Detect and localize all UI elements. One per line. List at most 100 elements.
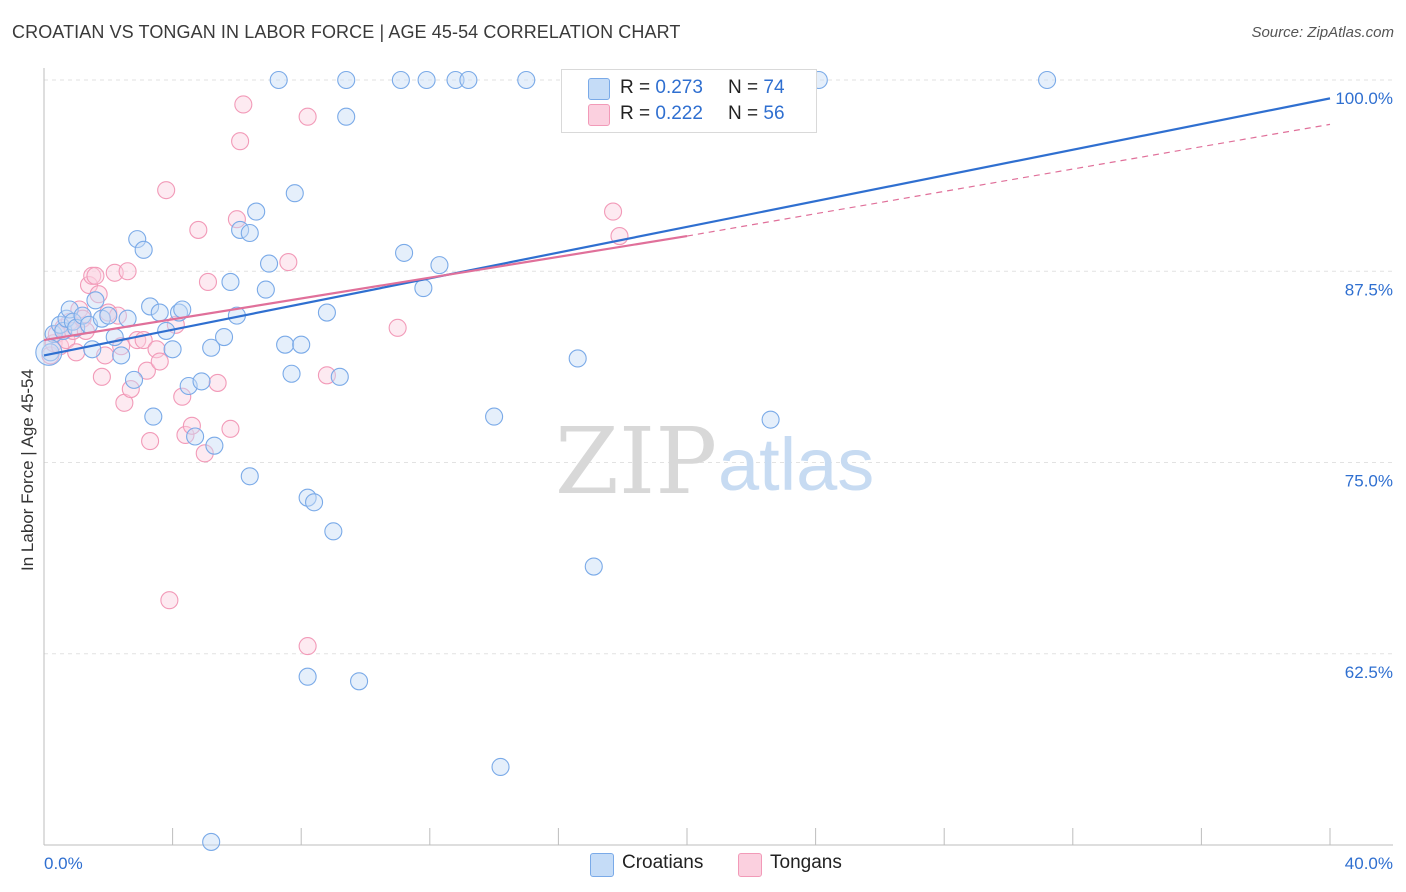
data-point: [256, 280, 275, 299]
data-point: [214, 327, 234, 347]
data-point: [584, 557, 603, 576]
croatians-legend-swatch: [590, 853, 614, 877]
data-point: [568, 349, 587, 368]
r-value: 0.273: [655, 77, 703, 98]
legend-r-tongans: R = 0.222: [620, 103, 703, 125]
tick-labels: 100.0% 87.5% 75.0% 62.5% 0.0% 40.0%: [44, 89, 1393, 873]
data-point: [86, 266, 105, 285]
watermark-atlas: atlas: [718, 423, 874, 506]
data-point: [192, 372, 211, 391]
n-value: 56: [763, 103, 785, 124]
data-point: [150, 303, 169, 322]
data-point: [176, 425, 195, 445]
data-point: [430, 256, 449, 275]
data-point: [221, 272, 240, 292]
data-point: [391, 70, 410, 90]
data-point: [305, 493, 324, 512]
r-label: R =: [620, 77, 656, 98]
data-point: [92, 367, 111, 386]
data-point: [247, 202, 266, 221]
data-point: [350, 672, 369, 691]
r-value: 0.222: [655, 103, 703, 124]
axes: [43, 68, 1393, 846]
data-point: [198, 272, 218, 292]
data-point: [298, 637, 317, 656]
data-point: [124, 370, 144, 389]
data-point: [221, 419, 240, 438]
data-point: [137, 361, 156, 380]
data-point: [202, 338, 221, 357]
data-point: [517, 70, 536, 90]
data-point: [298, 488, 317, 507]
data-point: [112, 346, 131, 365]
data-point: [150, 352, 169, 371]
data-point: [141, 297, 160, 316]
r-label: R =: [620, 103, 656, 124]
data-point: [259, 254, 279, 273]
data-point: [1038, 70, 1057, 90]
legend-r-croatians: R = 0.273: [620, 77, 703, 99]
data-point: [485, 407, 504, 426]
data-point: [67, 343, 86, 362]
y-tick-label: 87.5%: [1345, 280, 1393, 299]
data-point: [157, 181, 176, 200]
data-point: [73, 306, 92, 325]
data-point: [269, 70, 288, 90]
data-point: [292, 335, 311, 354]
data-point: [160, 591, 179, 610]
n-value: 74: [763, 77, 785, 98]
y-tick-label: 62.5%: [1345, 663, 1393, 682]
trend-lines: [43, 97, 1331, 357]
croatians-points: [35, 70, 1057, 851]
croatians-trend-line: [43, 97, 1331, 357]
gridlines: [44, 79, 1393, 655]
data-point: [388, 318, 407, 337]
n-label: N =: [728, 77, 764, 98]
data-point: [173, 300, 192, 319]
data-point: [163, 340, 182, 359]
legend-n-tongans: N = 56: [728, 103, 785, 125]
data-point: [324, 522, 343, 541]
data-point: [182, 416, 201, 435]
data-point: [173, 387, 192, 406]
tongans-trend-line: [43, 234, 688, 342]
data-point: [141, 432, 160, 451]
data-point: [231, 132, 250, 151]
data-point: [208, 373, 227, 392]
data-point: [317, 303, 336, 322]
data-point: [144, 407, 163, 426]
n-label: N =: [728, 103, 764, 124]
data-point: [285, 184, 304, 203]
y-tick-label: 75.0%: [1345, 472, 1393, 491]
data-point: [227, 210, 246, 229]
tongans-trend-extension: [686, 123, 1331, 237]
data-point: [604, 202, 623, 221]
data-point: [83, 340, 102, 359]
data-point: [205, 436, 224, 455]
data-point: [395, 243, 414, 262]
data-point: [414, 279, 433, 298]
data-point: [186, 427, 205, 446]
watermark-zip: ZIP: [555, 408, 717, 515]
data-point: [337, 107, 356, 126]
tongans-legend-swatch: [738, 853, 762, 877]
data-point: [298, 667, 317, 686]
x-tick-label: 40.0%: [1345, 854, 1393, 873]
source-credit: Source: ZipAtlas.com: [1251, 24, 1394, 41]
data-point: [189, 220, 208, 239]
data-point: [118, 262, 137, 281]
data-point: [276, 335, 295, 354]
data-point: [459, 70, 478, 90]
data-point: [337, 70, 356, 90]
data-point: [134, 240, 153, 259]
data-point: [112, 337, 131, 356]
correlation-legend: R = 0.273 N = 74 R = 0.222 N = 56: [561, 69, 817, 133]
data-point: [240, 223, 259, 243]
tongans-swatch: [588, 104, 610, 126]
croatians-swatch: [588, 78, 610, 100]
data-point: [231, 220, 250, 239]
y-axis-label: In Labor Force | Age 45-54: [18, 369, 37, 571]
y-axis-label-wrapper: In Labor Force | Age 45-54: [6, 369, 50, 571]
data-point: [446, 70, 465, 90]
